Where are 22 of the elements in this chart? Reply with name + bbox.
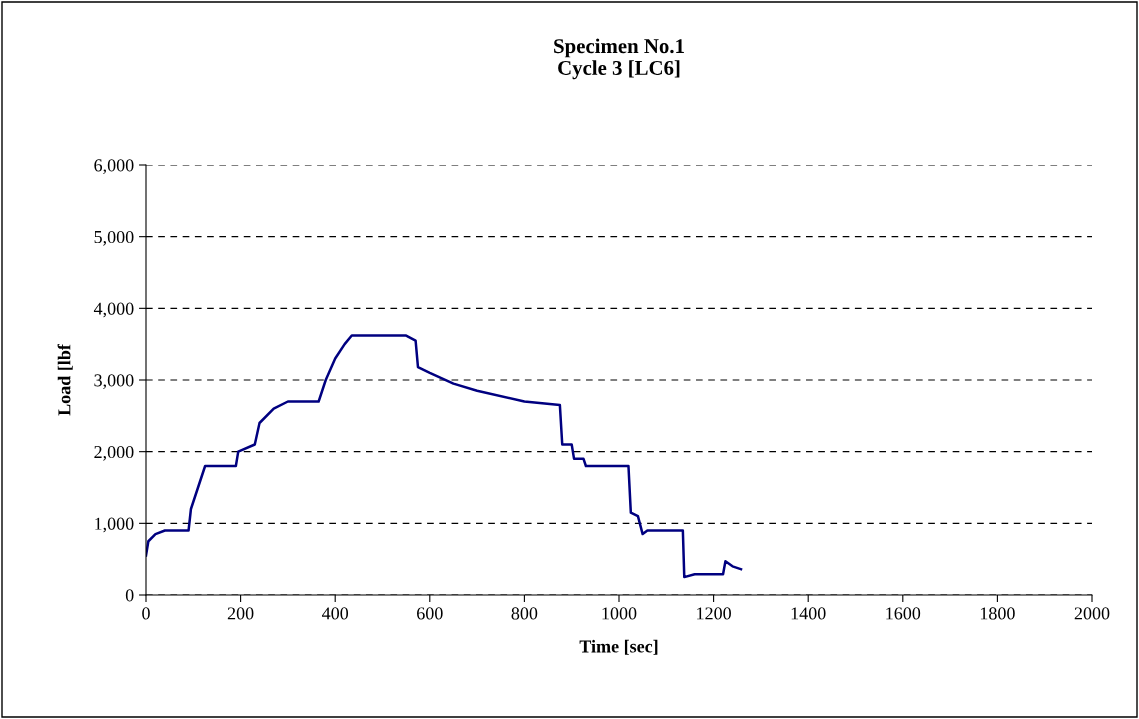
x-tick-label: 1800 — [980, 607, 1015, 620]
x-tick-label: 1400 — [791, 607, 826, 620]
x-tick-label: 1200 — [697, 607, 731, 620]
x-tick-label: 2000 — [1074, 607, 1110, 620]
y-axis-title: Load [lbf — [57, 343, 73, 416]
y-tick-label: 4,000 — [93, 302, 134, 318]
x-tick-label: 800 — [511, 607, 538, 620]
chart-title: Specimen No.1 Cycle 3 [LC6] — [554, 38, 684, 80]
x-tick-label: 0 — [142, 607, 150, 620]
x-tick-label: 600 — [417, 607, 443, 620]
y-tick-label: 6,000 — [94, 159, 134, 175]
y-tick-label: 3,000 — [94, 374, 134, 390]
x-tick-label: 200 — [227, 607, 254, 620]
y-tick-label: 5,000 — [94, 230, 134, 246]
x-tick-label: 400 — [322, 607, 349, 620]
y-tick-label: 2,000 — [94, 445, 134, 461]
x-tick-label: 1000 — [602, 607, 637, 620]
line-series — [146, 334, 743, 579]
x-tick-label: 1600 — [886, 607, 921, 620]
x-axis-title: Time [sec] — [579, 639, 658, 655]
y-tick-label: 0 — [125, 589, 134, 602]
y-tick-label: 1,000 — [95, 517, 134, 533]
